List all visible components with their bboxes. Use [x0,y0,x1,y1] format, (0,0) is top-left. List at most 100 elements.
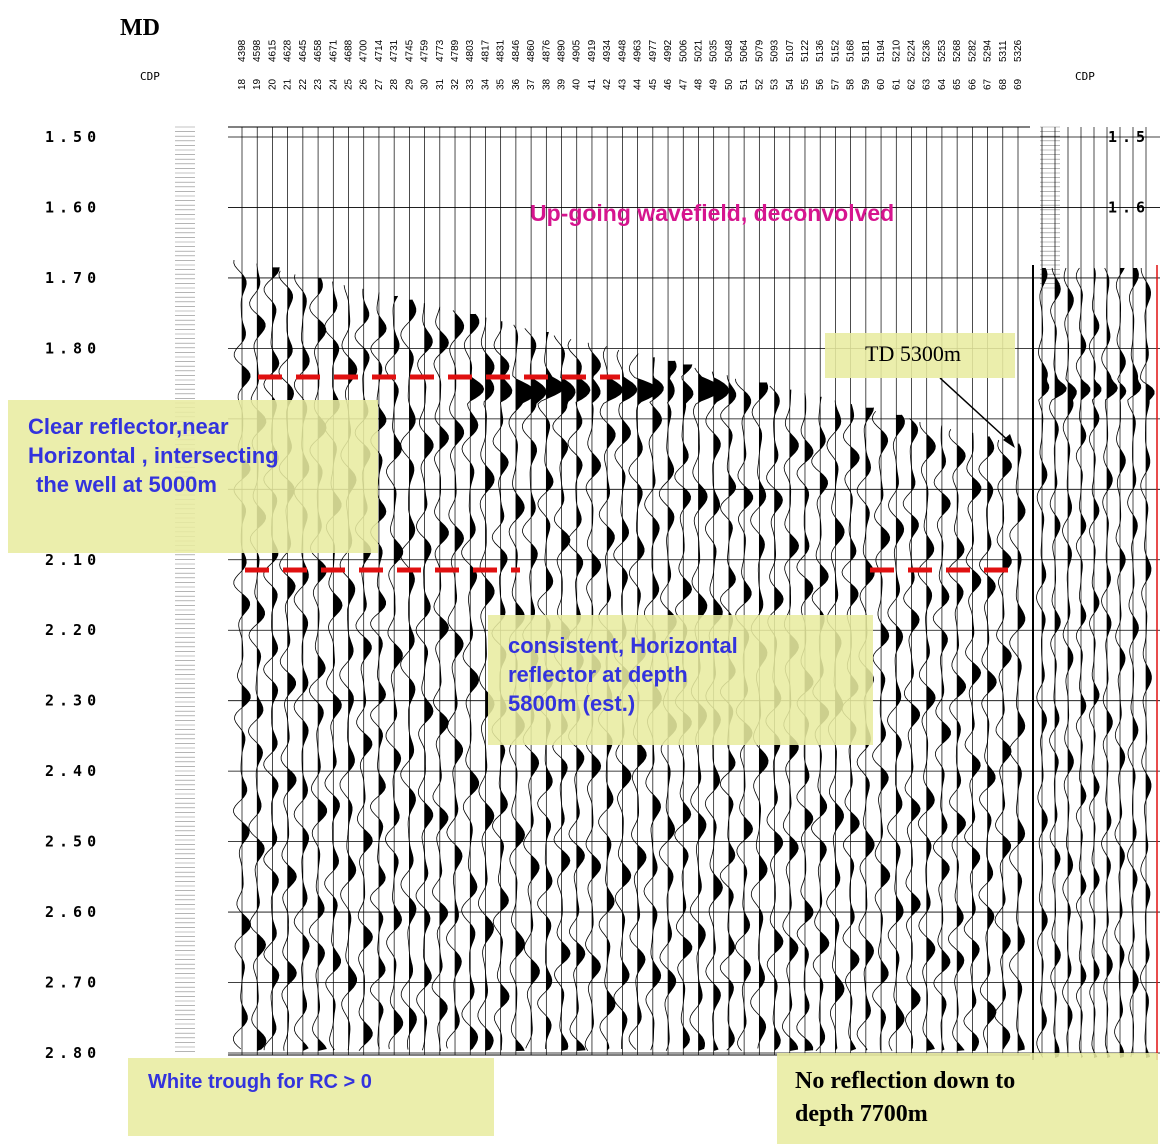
cdp-value: 56 [815,78,826,90]
trace-wiggle [917,421,936,1050]
cdp-value: 50 [724,78,735,90]
td-arrow [939,377,1013,445]
md-value: 4658 [313,39,324,62]
md-value: 5268 [952,39,963,62]
md-value: 4963 [633,39,644,62]
cdp-value: 28 [389,78,400,90]
trace-wiggle [963,432,982,1052]
md-value: 5236 [922,39,933,62]
trace-wiggle [400,299,417,1050]
annotation-line: consistent, Horizontal [508,633,738,658]
cdp-value: 24 [328,78,339,90]
md-value: 4934 [602,39,613,62]
cdp-value: 26 [359,78,370,90]
cdp-value: 37 [526,78,537,90]
md-value: 4890 [557,39,568,62]
cdp-value: 67 [983,78,994,90]
md-value: 4831 [496,39,507,62]
annotation-line: Clear reflector,near [28,414,229,439]
annotation-box: White trough for RC > 0 [128,1058,494,1136]
cdp-value: 62 [906,78,917,90]
time-label: 1.60 [45,198,101,216]
cdp-value: 38 [541,78,552,90]
annotation-box: No reflection down to depth 7700m [777,1053,1158,1144]
trace-wiggle [947,429,967,1051]
trace-wiggle [477,317,495,1050]
trace-wiggle [263,267,280,1051]
md-value: 5035 [709,39,720,62]
cdp-value: 55 [800,78,811,90]
cdp-value: 33 [465,78,476,90]
md-value: 5194 [876,39,887,62]
trace-fill [470,314,484,1051]
cdp-value: 35 [496,78,507,90]
trace-fill [394,296,403,1051]
md-value: 5181 [861,39,872,62]
md-value: 4615 [267,39,278,62]
annotation-line: reflector at depth [508,662,688,687]
cdp-value: 45 [648,78,659,90]
md-value: 4688 [344,39,355,62]
trace-fill [1094,268,1101,1058]
trace-wiggle [1036,267,1050,1058]
cdp-value: 53 [770,78,781,90]
trace-fill [881,411,890,1051]
trace-fill [409,299,417,1051]
trace-wiggle [871,410,891,1051]
trace-wiggle [1062,267,1077,1058]
trace-fill [1068,268,1077,1058]
cdp-value: 31 [435,78,446,90]
annotation-line: the well at 5000m [36,472,217,497]
cdp-value: 20 [267,78,278,90]
trace-fill [439,306,449,1051]
trace-wiggle [293,274,310,1049]
md-value: 5093 [770,39,781,62]
trace-fill [591,342,601,1051]
md-value: 4398 [237,39,248,62]
md-value: 5079 [754,39,765,62]
cdp-value: 52 [754,78,765,90]
md-value: 5253 [937,39,948,62]
time-label-right: 1.5 [1108,128,1150,146]
md-value: 4876 [541,39,552,62]
time-label-right: 1.6 [1108,198,1150,216]
md-value: 5152 [830,39,841,62]
annotation-line: Horizontal , intersecting [28,443,279,468]
md-value: 5021 [693,39,704,62]
cdp-value: 51 [739,78,750,90]
time-label: 1.50 [45,128,101,146]
trace-wiggle [1140,267,1155,1058]
md-value: 5006 [678,39,689,62]
cdp-value: 42 [602,78,613,90]
time-label: 2.80 [45,1044,101,1062]
trace-fill [1018,443,1025,1051]
trace-fill [911,420,921,1051]
trace-fill [972,432,981,1051]
cdp-value: 66 [967,78,978,90]
md-value: 5048 [724,39,735,62]
trace-wiggle [1009,443,1026,1050]
trace-wiggle [1101,267,1118,1058]
trace-wiggle [384,295,404,1050]
md-value: 4645 [298,39,309,62]
md-label: MD [120,15,160,41]
md-value: 4628 [283,39,294,62]
trace-fill [774,391,784,1051]
trace-wiggle [1049,267,1067,1058]
trace-wiggle [932,425,952,1050]
trace-wiggle [1088,267,1102,1058]
cdp-value: 59 [861,78,872,90]
trace-wiggle [232,259,252,1050]
time-label: 2.70 [45,974,101,992]
annotation-box: consistent, Horizontal reflector at dept… [488,615,873,745]
trace-fill [242,260,251,1051]
cdp-value: 49 [709,78,720,90]
trace-fill [272,267,280,1037]
annotation-line: 5800m (est.) [508,691,636,716]
md-value: 4817 [480,39,491,62]
cdp-value: 30 [420,78,431,90]
cdp-value: 64 [937,78,948,90]
md-value: 5311 [998,40,1009,62]
md-value: 5168 [846,39,857,62]
